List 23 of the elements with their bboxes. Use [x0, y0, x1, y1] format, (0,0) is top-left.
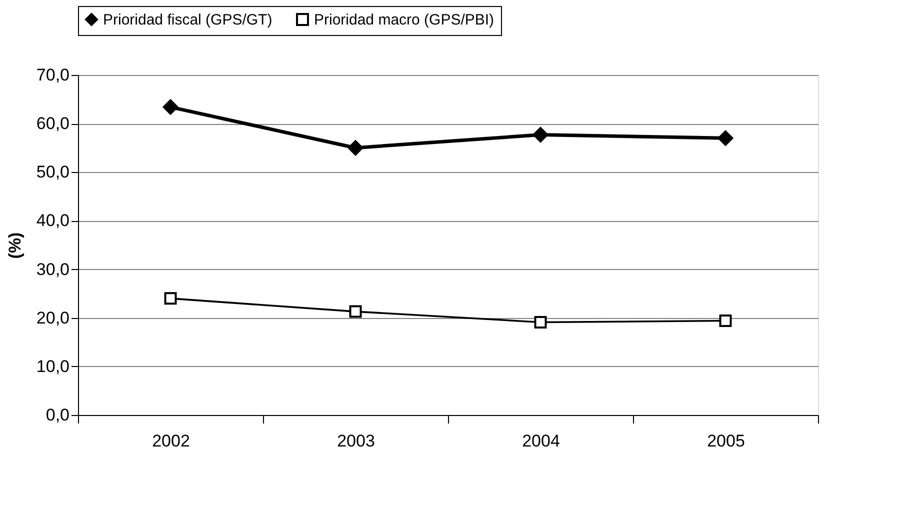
y-tick-label: 30,0 [36, 260, 70, 279]
y-tick-label: 20,0 [36, 308, 70, 328]
x-tick-label: 2005 [707, 432, 745, 450]
point [349, 305, 362, 318]
legend-label: Prioridad macro (GPS/PBI) [314, 12, 494, 29]
y-axis-title: (%) [5, 232, 24, 259]
x-tick-label: 2002 [152, 432, 190, 450]
point [164, 292, 177, 305]
y-tick-label: 10,0 [36, 356, 70, 376]
point [718, 130, 734, 146]
point [719, 314, 732, 328]
legend-label: Prioridad fiscal (GPS/GT) [103, 12, 272, 29]
y-tick-label: 60,0 [36, 114, 70, 134]
point [534, 316, 547, 328]
y-tick-label: 0,0 [46, 406, 70, 424]
y-tick-label: 40,0 [36, 211, 70, 230]
x-tick-label: 2004 [522, 432, 560, 450]
point [348, 140, 364, 156]
point [162, 99, 178, 115]
point [532, 127, 548, 142]
y-tick-label: 70,0 [36, 66, 70, 84]
x-tick-label: 2003 [337, 432, 375, 450]
y-tick-label: 50,0 [36, 162, 70, 182]
